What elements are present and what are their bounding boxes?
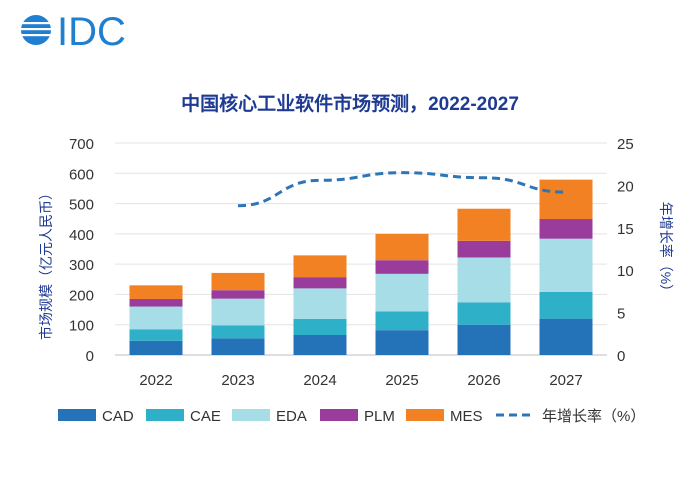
chart-title: 中国核心工业软件市场预测，2022-2027 (181, 92, 519, 115)
y-tick-label: 200 (69, 287, 94, 304)
bar-cae (457, 302, 511, 325)
legend: CAD CAE EDA PLM MES 年增长率（%） (58, 408, 645, 425)
legend-swatch-cae (146, 409, 184, 421)
bar-plm (375, 260, 429, 274)
bar-cae (375, 311, 429, 331)
legend-swatch-eda (232, 409, 270, 421)
legend-swatch-cad (58, 409, 96, 421)
x-tick-label: 2025 (385, 372, 418, 389)
growth-line (237, 171, 567, 208)
bar-cad (539, 318, 593, 355)
bar-mes (457, 208, 511, 241)
y-axis-ticks: 0 100 200 300 400 500 600 700 (69, 136, 94, 365)
bar-eda (293, 288, 347, 319)
legend-label-growth: 年增长率（%） (542, 408, 645, 425)
x-axis-ticks: 2022 2023 2024 2025 2026 2027 (139, 372, 582, 389)
x-tick-label: 2024 (303, 372, 336, 389)
y-tick-label: 600 (69, 166, 94, 183)
legend-swatch-plm (320, 409, 358, 421)
x-tick-label: 2026 (467, 372, 500, 389)
legend-label-mes: MES (450, 408, 483, 425)
bar-plm (539, 219, 593, 239)
bar-mes (293, 255, 347, 278)
y-tick-label: 700 (69, 136, 94, 153)
y2-tick-label: 5 (617, 306, 625, 323)
bar-cad (375, 330, 429, 355)
idc-logo: IDC (18, 10, 126, 54)
y2-axis-ticks: 0 5 10 15 20 25 (617, 136, 634, 365)
bar-mes (375, 233, 429, 261)
y2-tick-label: 0 (617, 348, 625, 365)
growth-rate-line (237, 171, 567, 208)
x-tick-label: 2023 (221, 372, 254, 389)
logo-text: IDC (57, 10, 126, 54)
y-tick-label: 500 (69, 197, 94, 214)
y-tick-label: 0 (86, 348, 94, 365)
y-axis-label: 市场规模（亿元人民币） (38, 186, 54, 340)
bar-cae (293, 318, 347, 336)
bar-eda (457, 257, 511, 303)
bar-cad (211, 338, 265, 355)
y2-tick-label: 15 (617, 221, 634, 238)
bar-cae (129, 329, 183, 341)
bar-eda (375, 273, 429, 312)
y-tick-label: 100 (69, 318, 94, 335)
bar-cae (539, 292, 593, 319)
y2-tick-label: 25 (617, 136, 634, 153)
bar-eda (539, 238, 593, 293)
y2-tick-label: 10 (617, 263, 634, 280)
bars (129, 179, 593, 355)
bar-mes (539, 179, 593, 220)
legend-label-plm: PLM (364, 408, 395, 425)
y2-axis-label: 年增长率（%） (658, 202, 674, 298)
y-tick-label: 300 (69, 257, 94, 274)
y-tick-label: 400 (69, 227, 94, 244)
bar-eda (211, 298, 265, 326)
legend-label-eda: EDA (276, 408, 307, 425)
gridlines (115, 142, 607, 356)
x-tick-label: 2022 (139, 372, 172, 389)
bar-plm (129, 298, 183, 307)
bar-cad (457, 324, 511, 355)
bar-cad (129, 340, 183, 355)
y2-tick-label: 20 (617, 178, 634, 195)
bar-plm (457, 240, 511, 258)
bar-mes (211, 272, 265, 291)
x-tick-label: 2027 (549, 372, 582, 389)
legend-swatch-mes (406, 409, 444, 421)
bar-plm (293, 277, 347, 289)
bar-eda (129, 306, 183, 330)
legend-label-cad: CAD (102, 408, 134, 425)
bar-mes (129, 285, 183, 299)
bar-cae (211, 325, 265, 339)
bar-plm (211, 290, 265, 299)
bar-cad (293, 335, 347, 355)
legend-label-cae: CAE (190, 408, 221, 425)
